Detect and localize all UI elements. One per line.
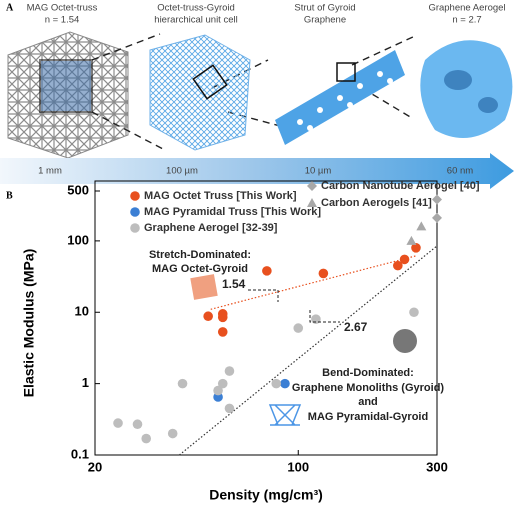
legend-marker bbox=[130, 223, 140, 233]
point bbox=[411, 243, 421, 253]
legend-label: Graphene Aerogel [32-39] bbox=[144, 222, 278, 234]
legend-marker bbox=[130, 191, 140, 201]
annotation: Stretch-Dominated: bbox=[149, 249, 251, 261]
point bbox=[280, 378, 290, 389]
point bbox=[203, 311, 213, 322]
pyramidal-icon bbox=[268, 404, 302, 426]
legend-marker bbox=[130, 207, 140, 217]
point bbox=[217, 309, 228, 319]
gyroid-strut-image bbox=[275, 50, 405, 145]
caption: Graphene bbox=[304, 15, 346, 26]
caption: Graphene Aerogel bbox=[428, 3, 505, 14]
point bbox=[113, 418, 123, 428]
point bbox=[167, 428, 178, 439]
point bbox=[213, 385, 223, 396]
legend-label: MAG Octet Truss [This Work] bbox=[144, 190, 297, 202]
legend-marker bbox=[307, 181, 317, 191]
slope-bracket bbox=[248, 289, 340, 323]
octet-truss-image bbox=[7, 31, 129, 159]
panel-label: B bbox=[6, 190, 13, 201]
point bbox=[432, 194, 442, 205]
gyroid-cell-image bbox=[149, 34, 251, 151]
x-axis-label: Density (mg/cm³) bbox=[209, 487, 323, 503]
point bbox=[262, 266, 272, 276]
plot-frame bbox=[94, 180, 438, 456]
point bbox=[271, 378, 282, 389]
legend-label: Carbon Nanotube Aerogel [40] bbox=[321, 180, 480, 192]
x-tick-label: 20 bbox=[88, 459, 102, 474]
caption: n = 1.54 bbox=[45, 15, 80, 26]
point bbox=[132, 419, 143, 430]
trend-line bbox=[210, 255, 417, 310]
legend-label: Carbon Aerogels [41] bbox=[321, 197, 432, 209]
point bbox=[311, 314, 321, 324]
point bbox=[224, 403, 235, 414]
scale-label: 60 nm bbox=[447, 166, 473, 177]
x-tick-label: 300 bbox=[426, 459, 448, 474]
panel-label: A bbox=[6, 2, 14, 13]
plot: 0.1 1 10 100 500 20 100 300 Density (mg/cm³) Elas… bbox=[21, 180, 480, 503]
caption: Octet-truss-Gyroid bbox=[157, 3, 235, 14]
annotation: 1.54 bbox=[222, 277, 246, 291]
y-axis-label: Elastic Modulus (MPa) bbox=[21, 249, 37, 398]
scale-label: 1 mm bbox=[38, 166, 62, 177]
zoom-lines bbox=[91, 33, 416, 151]
caption: n = 2.7 bbox=[452, 15, 481, 26]
scale-arrow bbox=[0, 153, 514, 189]
gyroid-icon bbox=[393, 329, 417, 353]
annotation: 2.67 bbox=[344, 320, 368, 334]
annotation: MAG Pyramidal-Gyroid bbox=[308, 411, 428, 423]
y-tick-label: 500 bbox=[67, 182, 89, 197]
annotation: Graphene Monoliths (Gyroid) bbox=[292, 382, 445, 394]
y-tick-label: 0.1 bbox=[71, 446, 89, 461]
point bbox=[416, 221, 427, 231]
point bbox=[393, 260, 403, 271]
point bbox=[432, 212, 442, 223]
y-tick-label: 1 bbox=[82, 375, 89, 390]
point bbox=[409, 307, 419, 318]
point bbox=[177, 378, 188, 389]
scale-label: 100 µm bbox=[166, 166, 198, 177]
point bbox=[224, 366, 235, 376]
point bbox=[217, 378, 228, 389]
annotation: MAG Octet-Gyroid bbox=[152, 263, 248, 275]
legend-label: MAG Pyramidal Truss [This Work] bbox=[144, 206, 321, 218]
x-tick-label: 100 bbox=[287, 459, 309, 474]
graphene-aerogel-image bbox=[420, 40, 513, 138]
octet-gyroid-icon bbox=[190, 274, 218, 300]
point bbox=[293, 323, 304, 333]
point bbox=[406, 235, 417, 245]
caption: MAG Octet-truss bbox=[27, 3, 98, 14]
y-tick-label: 10 bbox=[75, 304, 89, 319]
point bbox=[318, 268, 329, 279]
point bbox=[399, 254, 410, 265]
point bbox=[217, 327, 228, 337]
scale-label: 10 µm bbox=[305, 166, 332, 177]
y-tick-label: 100 bbox=[67, 232, 89, 247]
trend-line bbox=[178, 245, 438, 456]
point bbox=[141, 433, 152, 444]
caption: hierarchical unit cell bbox=[154, 15, 237, 26]
annotation: Bend-Dominated: bbox=[322, 367, 414, 379]
annotation: and bbox=[358, 396, 378, 408]
legend-marker bbox=[307, 198, 317, 207]
caption: Strut of Gyroid bbox=[294, 3, 355, 14]
